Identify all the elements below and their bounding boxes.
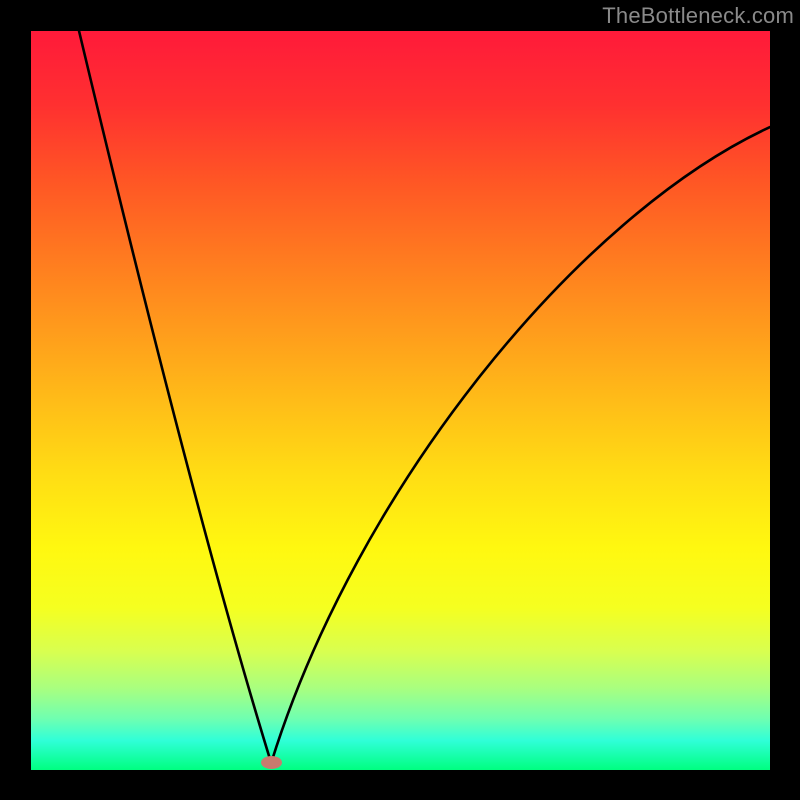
curve-layer <box>0 0 800 800</box>
chart-container: TheBottleneck.com <box>0 0 800 800</box>
watermark-label: TheBottleneck.com <box>602 3 794 29</box>
